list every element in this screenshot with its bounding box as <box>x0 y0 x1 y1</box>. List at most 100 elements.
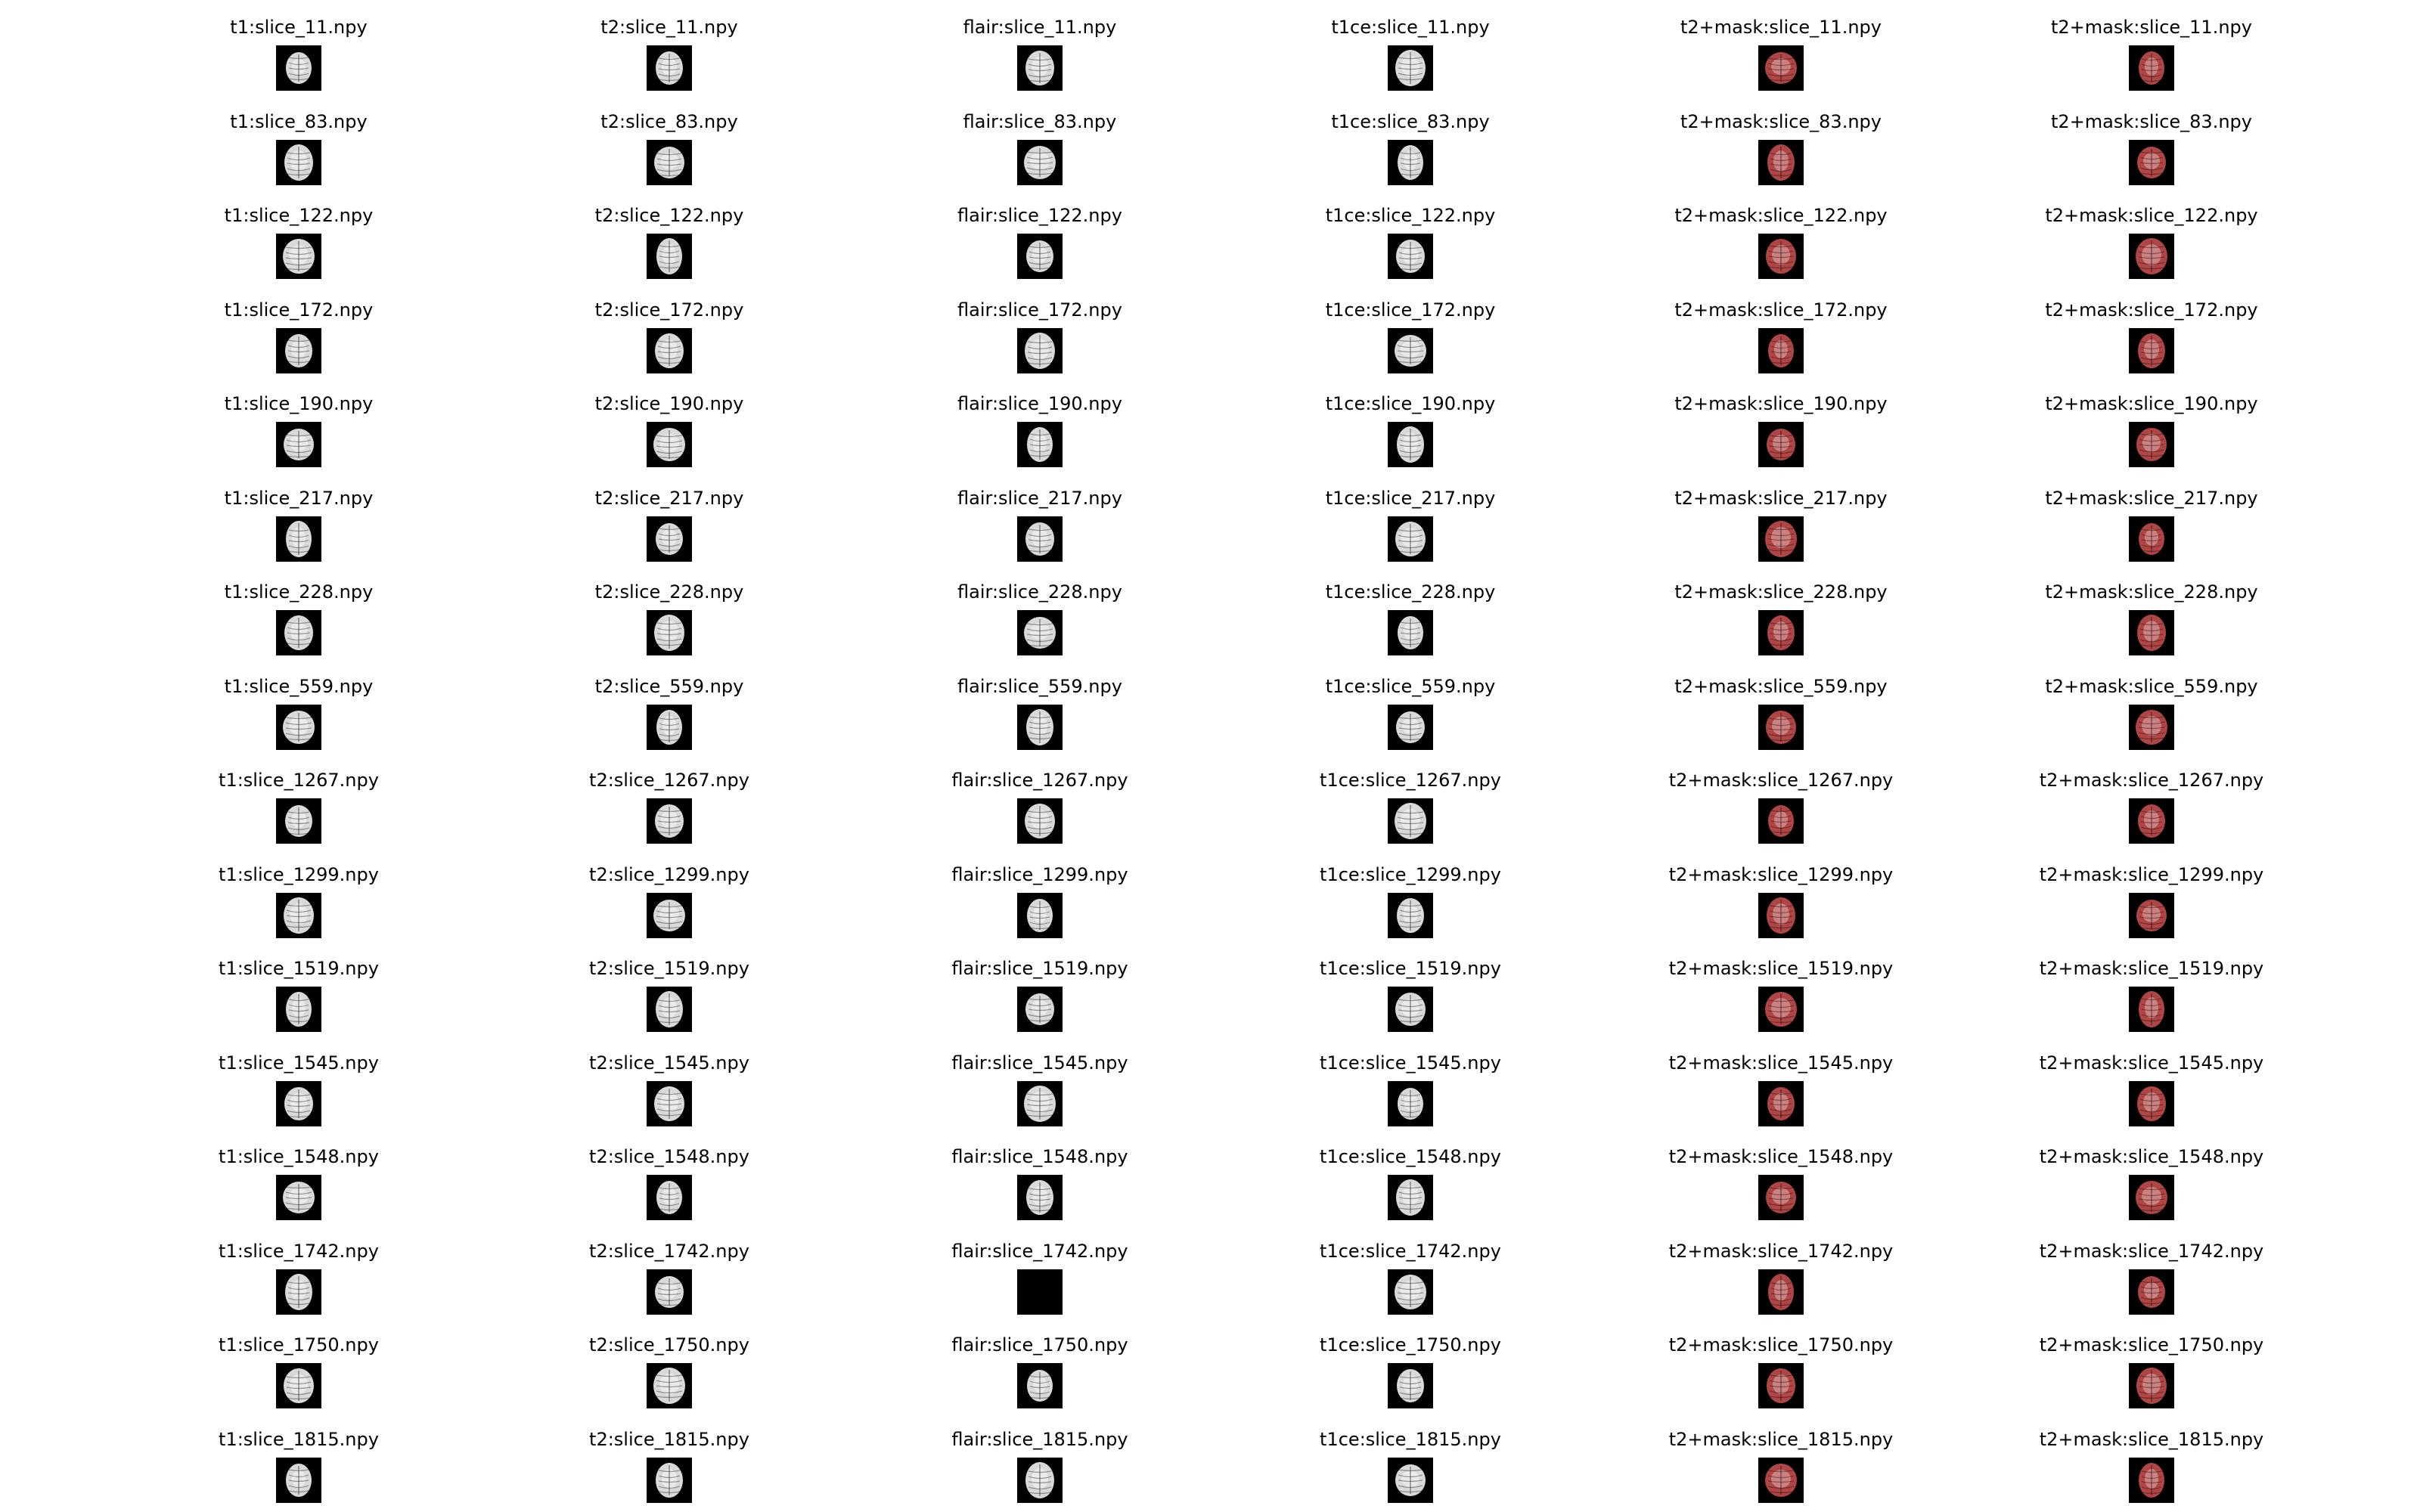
mri-slice-image <box>647 422 692 467</box>
subplot-title: t1ce:slice_122.npy <box>1325 205 1496 226</box>
subplot-cell: t2+mask:slice_559.npy <box>1630 659 1932 753</box>
subplot-title: t1ce:slice_1815.npy <box>1320 1428 1501 1450</box>
mri-slice-image <box>2129 704 2174 750</box>
subplot-cell: flair:slice_172.npy <box>889 283 1191 376</box>
mri-slice-image <box>1758 704 1804 750</box>
mri-slice-image <box>647 1363 692 1408</box>
mri-slice-image <box>1017 1457 1063 1503</box>
subplot-cell: t1ce:slice_1750.npy <box>1259 1318 1562 1411</box>
subplot-cell: flair:slice_217.npy <box>889 471 1191 565</box>
subplot-title: t1:slice_559.npy <box>224 675 374 697</box>
mri-slice-image <box>1758 1363 1804 1408</box>
mri-slice-image <box>1758 1457 1804 1503</box>
subplot-title: t2+mask:slice_1267.npy <box>1668 770 1894 791</box>
subplot-title: t2+mask:slice_217.npy <box>2045 487 2258 509</box>
mri-slice-image <box>647 327 692 373</box>
subplot-cell: t2+mask:slice_217.npy <box>2000 471 2303 565</box>
mri-slice-image <box>276 45 321 91</box>
subplot-cell: t1ce:slice_1267.npy <box>1259 753 1562 847</box>
subplot-title: t1:slice_83.npy <box>230 110 368 132</box>
subplot-title: t1:slice_172.npy <box>224 299 374 321</box>
subplot-title: t2+mask:slice_1267.npy <box>2039 770 2264 791</box>
subplot-cell: t2:slice_172.npy <box>518 283 821 376</box>
subplot-title: t1ce:slice_1267.npy <box>1320 770 1501 791</box>
mri-slice-image <box>2129 798 2174 844</box>
subplot-cell: t1ce:slice_228.npy <box>1259 565 1562 658</box>
subplot-title: t1ce:slice_1742.npy <box>1320 1240 1501 1262</box>
mri-slice-image <box>2129 1080 2174 1126</box>
subplot-title: t1ce:slice_1545.npy <box>1320 1052 1501 1074</box>
subplot-cell: t1:slice_217.npy <box>147 471 450 565</box>
subplot-cell: flair:slice_1299.npy <box>889 847 1191 941</box>
mri-slice-image <box>1758 422 1804 467</box>
mri-slice-image <box>1388 892 1433 938</box>
mri-slice-image <box>1388 798 1433 844</box>
subplot-title: t2+mask:slice_559.npy <box>2045 675 2258 697</box>
subplot-cell: t1:slice_122.npy <box>147 188 450 282</box>
subplot-cell: t2+mask:slice_1815.npy <box>1630 1412 1932 1506</box>
mri-slice-image <box>1017 1080 1063 1126</box>
mri-slice-image <box>647 234 692 279</box>
mri-slice-image <box>1388 45 1433 91</box>
subplot-title: t2+mask:slice_83.npy <box>2051 110 2252 132</box>
mri-slice-image <box>1017 234 1063 279</box>
mri-slice-image <box>647 798 692 844</box>
subplot-cell: t2+mask:slice_1815.npy <box>2000 1412 2303 1506</box>
subplot-cell: t1:slice_1299.npy <box>147 847 450 941</box>
mri-slice-image <box>276 610 321 655</box>
subplot-title: t2+mask:slice_1750.npy <box>1668 1334 1894 1356</box>
subplot-title: flair:slice_217.npy <box>957 487 1122 509</box>
mri-slice-image <box>1758 327 1804 373</box>
subplot-cell: t1ce:slice_1299.npy <box>1259 847 1562 941</box>
subplot-title: t2:slice_559.npy <box>594 675 744 697</box>
subplot-cell: t2+mask:slice_1545.npy <box>1630 1036 1932 1129</box>
subplot-title: t1:slice_1815.npy <box>219 1428 379 1450</box>
mri-slice-image <box>1017 139 1063 185</box>
subplot-title: flair:slice_172.npy <box>957 299 1122 321</box>
subplot-cell: t2+mask:slice_1742.npy <box>1630 1224 1932 1318</box>
subplot-title: t2+mask:slice_1519.npy <box>2039 958 2264 979</box>
subplot-cell: t2+mask:slice_1548.npy <box>1630 1129 1932 1223</box>
mri-slice-image <box>647 516 692 562</box>
subplot-title: flair:slice_228.npy <box>957 581 1122 603</box>
mri-slice-image <box>1388 1457 1433 1503</box>
mri-slice-image <box>1017 610 1063 655</box>
mri-slice-image <box>1388 327 1433 373</box>
mri-slice-image <box>1758 892 1804 938</box>
mri-slice-image <box>647 610 692 655</box>
subplot-cell: t1ce:slice_1815.npy <box>1259 1412 1562 1506</box>
subplot-title: t2+mask:slice_559.npy <box>1674 675 1888 697</box>
subplot-cell: flair:slice_1519.npy <box>889 941 1191 1035</box>
subplot-title: t1:slice_1548.npy <box>219 1146 379 1167</box>
mri-slice-image <box>647 1457 692 1503</box>
subplot-cell: t2:slice_11.npy <box>518 0 821 94</box>
subplot-cell: flair:slice_190.npy <box>889 376 1191 470</box>
subplot-title: t2+mask:slice_190.npy <box>1674 393 1888 414</box>
subplot-cell: flair:slice_1545.npy <box>889 1036 1191 1129</box>
subplot-cell: t1ce:slice_1742.npy <box>1259 1224 1562 1318</box>
mri-slice-image <box>647 45 692 91</box>
subplot-title: flair:slice_1548.npy <box>951 1146 1128 1167</box>
subplot-title: t1:slice_1545.npy <box>219 1052 379 1074</box>
subplot-cell: t1:slice_1548.npy <box>147 1129 450 1223</box>
subplot-title: t2+mask:slice_1548.npy <box>2039 1146 2264 1167</box>
subplot-cell: t2:slice_1548.npy <box>518 1129 821 1223</box>
subplot-title: t2+mask:slice_190.npy <box>2045 393 2258 414</box>
subplot-title: t1:slice_190.npy <box>224 393 374 414</box>
subplot-title: t2:slice_11.npy <box>600 17 738 38</box>
subplot-title: flair:slice_1519.npy <box>951 958 1128 979</box>
subplot-cell: t2:slice_83.npy <box>518 94 821 188</box>
subplot-title: t1:slice_1267.npy <box>219 770 379 791</box>
mri-slice-image <box>1758 1269 1804 1315</box>
subplot-cell: t2+mask:slice_190.npy <box>2000 376 2303 470</box>
subplot-title: t2:slice_228.npy <box>594 581 744 603</box>
subplot-title: t1:slice_1742.npy <box>219 1240 379 1262</box>
mri-slice-image <box>2129 327 2174 373</box>
mri-slice-image <box>1388 1175 1433 1220</box>
subplot-cell: flair:slice_83.npy <box>889 94 1191 188</box>
subplot-title: flair:slice_1742.npy <box>951 1240 1128 1262</box>
subplot-cell: t2:slice_1267.npy <box>518 753 821 847</box>
subplot-title: t1ce:slice_1519.npy <box>1320 958 1501 979</box>
subplot-cell: t1:slice_1750.npy <box>147 1318 450 1411</box>
